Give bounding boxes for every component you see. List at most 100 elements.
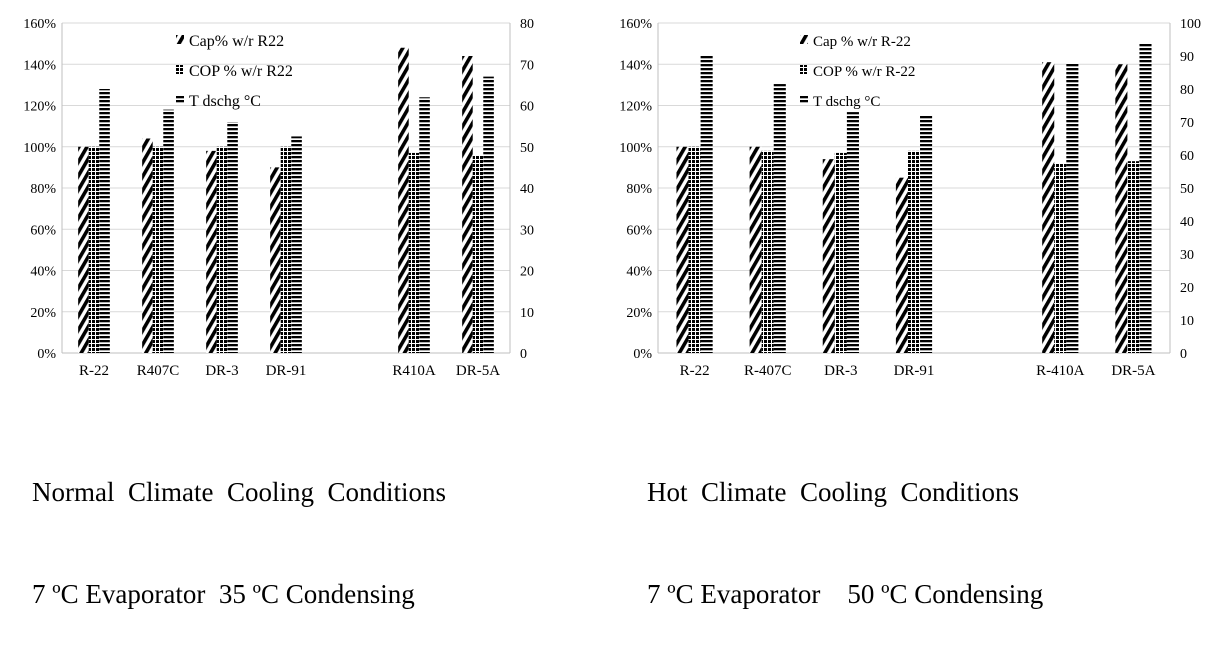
- legend-swatch-diagonal: [800, 35, 808, 44]
- legend-entry: T dschg °C: [189, 93, 261, 110]
- bar-diagonal: [895, 177, 908, 353]
- bar-diagonal: [142, 138, 153, 353]
- y2-tick-label: 60: [1180, 149, 1194, 164]
- legend-swatch-dots: [800, 65, 808, 74]
- y2-tick-label: 30: [1180, 248, 1194, 263]
- x-tick-label: R-22: [680, 363, 710, 379]
- caption-line-1: Hot Climate Cooling Conditions: [647, 477, 1020, 507]
- bar-horizontal: [1139, 42, 1152, 354]
- bar-horizontal: [846, 112, 859, 353]
- legend-entry: Cap% w/r R22: [189, 33, 284, 50]
- legend-swatch-horizontal: [176, 95, 184, 104]
- bar-diagonal: [398, 47, 409, 353]
- bar-diagonal: [462, 56, 473, 353]
- y-tick-label: 140%: [23, 58, 56, 73]
- y2-tick-label: 0: [520, 347, 527, 362]
- bar-horizontal: [291, 136, 302, 353]
- bar-horizontal: [227, 122, 238, 353]
- bar-dots: [1127, 161, 1140, 353]
- bar-horizontal: [163, 109, 174, 353]
- y2-tick-label: 50: [1180, 182, 1194, 197]
- bar-horizontal: [419, 97, 430, 353]
- bar-horizontal: [99, 89, 110, 353]
- figure: 0%20%40%60%80%100%120%140%160%0102030405…: [23, 17, 1201, 379]
- chart-normal-climate: 0% 20% 40% 60% 80% 100% 120% 140% 160% 0 10 20 30 40 5…: [23, 17, 534, 379]
- bar-diagonal: [1115, 64, 1128, 353]
- y-tick-label: 20%: [30, 306, 56, 321]
- y2-tick-label: 10: [520, 306, 534, 321]
- bar-horizontal: [483, 76, 494, 353]
- bar-horizontal: [700, 56, 713, 353]
- y2-tick-label: 80: [1180, 83, 1194, 98]
- y-tick-label: 140%: [619, 58, 652, 73]
- y-tick-label: 80%: [30, 182, 56, 197]
- y2-tick-label: 40: [520, 182, 534, 197]
- caption-line-2: 7 ºC Evaporator 35 ºC Condensing: [32, 579, 415, 609]
- legend-entry: COP % w/r R22: [189, 63, 293, 80]
- bar-diagonal: [749, 146, 762, 353]
- y-tick-label: 0%: [37, 347, 56, 362]
- bar-dots: [280, 146, 292, 353]
- y-tick-label: 60%: [626, 223, 652, 238]
- caption-line-1: Normal Climate Cooling Conditions: [32, 477, 446, 507]
- y2-tick-label: 70: [520, 58, 534, 73]
- bar-diagonal: [206, 150, 217, 353]
- bar-dots: [907, 150, 921, 353]
- x-tick-label: DR-5A: [1111, 363, 1155, 379]
- x-tick-label: DR-91: [894, 363, 935, 379]
- y-tick-label: 60%: [30, 223, 56, 238]
- bar-dots: [1054, 163, 1067, 353]
- bar-dots: [472, 155, 484, 353]
- bar-horizontal: [1066, 62, 1079, 353]
- bar-dots: [761, 150, 774, 353]
- bar-dots: [408, 152, 420, 353]
- x-tick-label: DR-3: [824, 363, 857, 379]
- bar-dots: [152, 146, 164, 353]
- bar-dots: [834, 152, 847, 353]
- bar-diagonal: [676, 146, 689, 353]
- legend-swatch-diagonal: [176, 35, 184, 44]
- y2-tick-label: 20: [1180, 281, 1194, 296]
- y2-tick-label: 60: [520, 100, 534, 115]
- legend-swatch-dots: [176, 65, 184, 74]
- x-tick-label: R410A: [392, 363, 436, 379]
- y2-tick-label: 100: [1180, 17, 1201, 32]
- y-tick-label: 120%: [619, 100, 652, 115]
- y2-tick-label: 90: [1180, 50, 1194, 65]
- bar-diagonal: [78, 146, 89, 353]
- legend-swatch-horizontal: [800, 95, 808, 104]
- y-tick-label: 40%: [626, 265, 652, 280]
- y-tick-label: 160%: [619, 17, 652, 32]
- y2-tick-label: 10: [1180, 314, 1194, 329]
- caption-normal-climate: Normal Climate Cooling Conditions 7 ºC E…: [32, 407, 446, 645]
- y-tick-label: 160%: [23, 17, 56, 32]
- y2-tick-label: 20: [520, 265, 534, 280]
- x-tick-label: R-410A: [1036, 363, 1085, 379]
- bar-dots: [688, 146, 701, 353]
- x-tick-label: R407C: [137, 363, 180, 379]
- y-tick-label: 100%: [23, 141, 56, 156]
- y-tick-label: 0%: [633, 347, 652, 362]
- y2-tick-label: 30: [520, 223, 534, 238]
- x-tick-label: R-22: [79, 363, 109, 379]
- bar-horizontal: [773, 84, 786, 354]
- legend-entry: Cap % w/r R-22: [813, 34, 911, 50]
- y-tick-label: 80%: [626, 182, 652, 197]
- bar-diagonal: [1042, 62, 1055, 353]
- x-tick-label: DR-5A: [456, 363, 500, 379]
- y-tick-label: 20%: [626, 306, 652, 321]
- y2-tick-label: 50: [520, 141, 534, 156]
- y-tick-label: 100%: [619, 141, 652, 156]
- y-tick-label: 120%: [23, 100, 56, 115]
- x-tick-label: DR-91: [266, 363, 307, 379]
- y2-tick-label: 0: [1180, 347, 1187, 362]
- y2-tick-label: 80: [520, 17, 534, 32]
- bar-dots: [216, 146, 228, 353]
- y-tick-label: 40%: [30, 265, 56, 280]
- x-tick-label: DR-3: [205, 363, 238, 379]
- legend-entry: T dschg °C: [813, 94, 880, 110]
- bar-dots: [88, 146, 100, 353]
- caption-hot-climate: Hot Climate Cooling Conditions 7 ºC Evap…: [647, 407, 1043, 645]
- bar-diagonal: [822, 159, 835, 353]
- bar-diagonal: [270, 167, 281, 353]
